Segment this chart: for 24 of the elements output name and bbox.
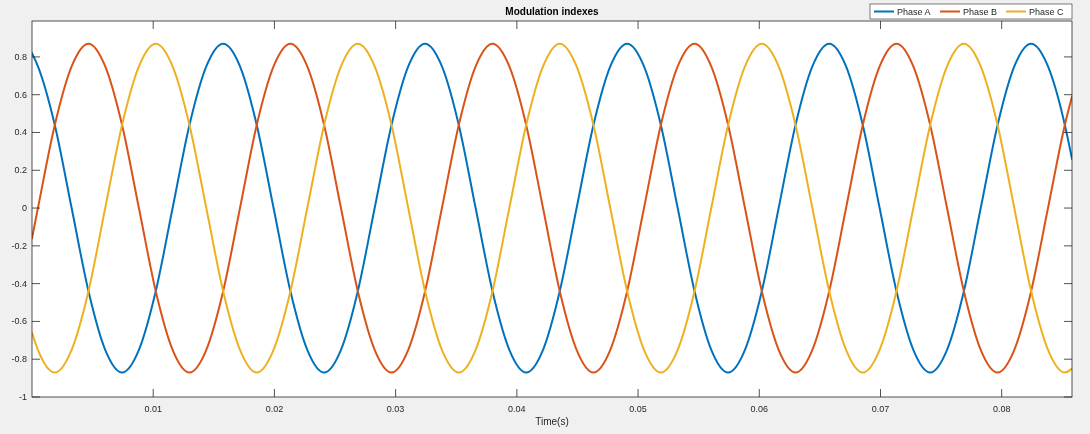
legend-label: Phase A [897,7,931,17]
y-tick-label: -0.2 [11,240,27,251]
y-tick-label: -0.4 [11,278,27,289]
x-tick-label: 0.03 [386,404,405,414]
legend-label: Phase C [1029,7,1065,17]
y-tick-label: 0 [21,203,27,214]
legend-label: Phase B [963,7,998,17]
y-tick-label: 0.8 [14,51,27,62]
x-tick-label: 0.02 [265,404,284,414]
y-tick-label: -0.6 [11,316,27,327]
x-tick-label: 0.08 [992,404,1011,414]
y-tick-label: 0.4 [14,127,27,138]
y-tick-label: -1 [18,392,27,402]
line-series [32,42,1072,374]
x-tick-label: 0.06 [750,404,769,414]
x-tick-label: 0.01 [144,404,162,414]
y-tick-label: 0.6 [14,89,27,100]
chart-title: Modulation indexes [505,6,600,17]
x-tick-label: 0.05 [629,404,647,414]
x-axis-title: Time(s) [535,416,569,427]
x-tick-label: 0.04 [508,404,526,414]
y-tick-label: -0.8 [11,354,27,365]
x-tick-label: 0.07 [871,404,890,414]
y-tick-label: 0.2 [14,165,27,176]
